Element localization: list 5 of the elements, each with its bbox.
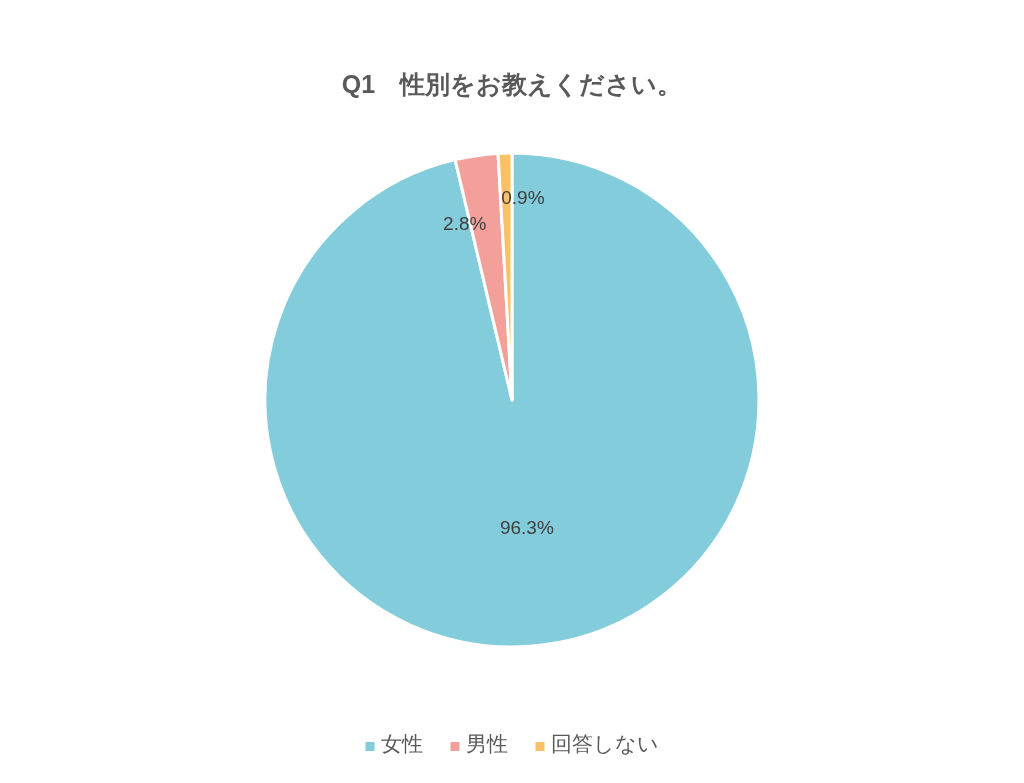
legend-label: 男性 bbox=[465, 732, 508, 755]
title: Q1 性別をお教えください。 bbox=[341, 70, 683, 98]
legend-label: 女性 bbox=[380, 732, 423, 755]
legend-label: 回答しない bbox=[550, 732, 659, 755]
data-label: 96.3% bbox=[499, 516, 554, 538]
